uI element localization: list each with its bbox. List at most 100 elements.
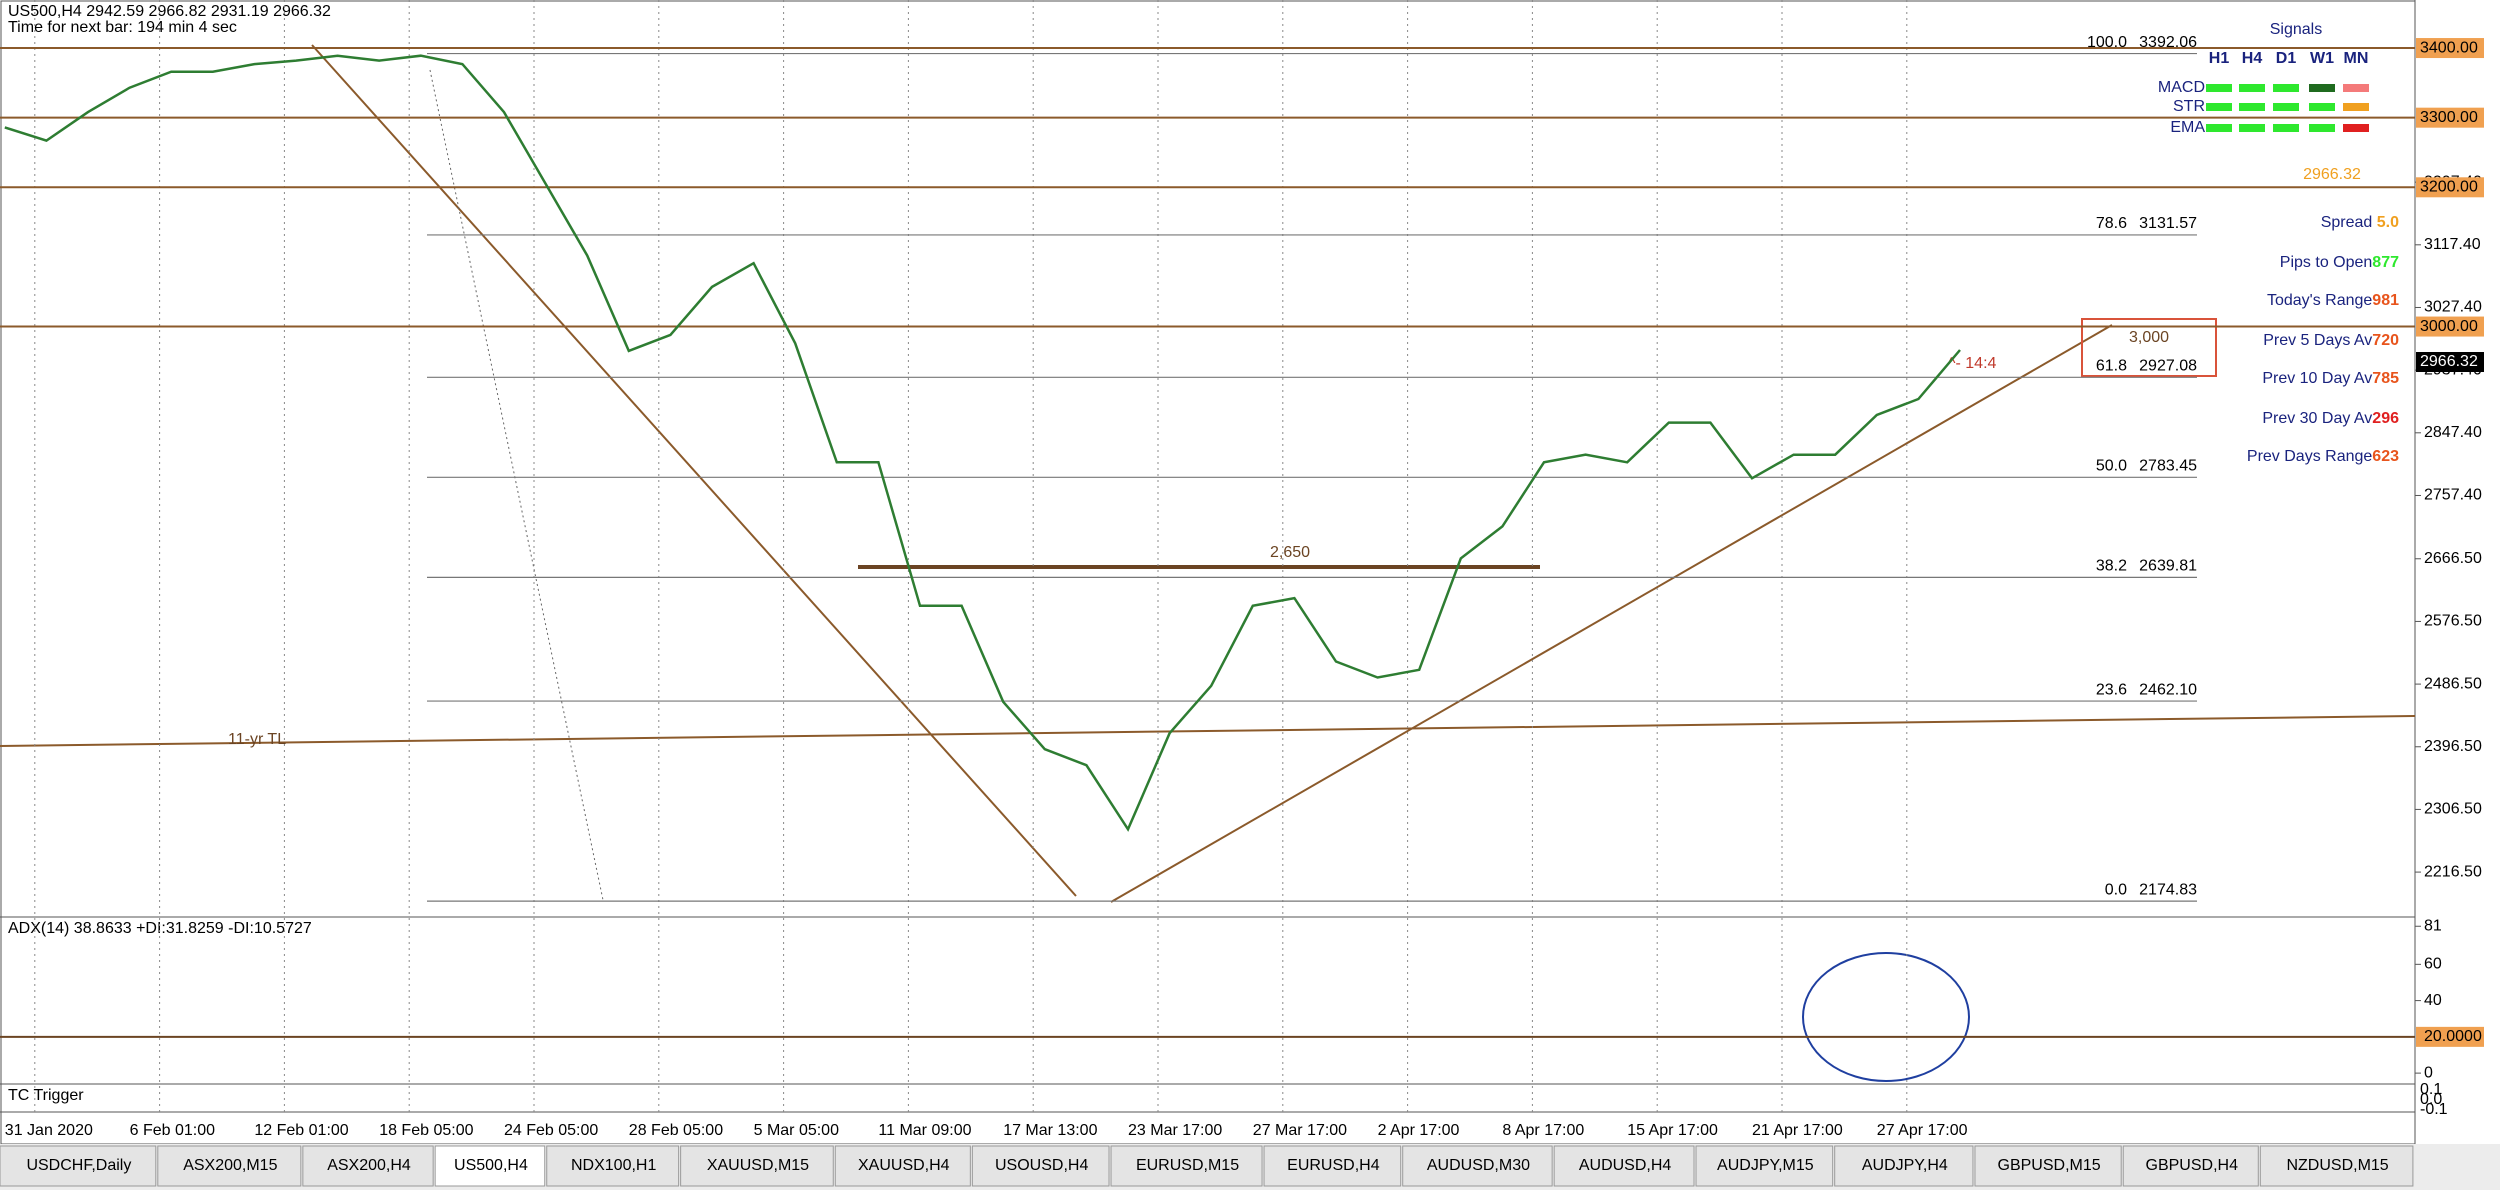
x-tick-label: 12 Feb 01:00 [254, 1122, 348, 1139]
x-tick-label: 2 Apr 17:00 [1378, 1122, 1460, 1139]
signal-box [2309, 124, 2335, 132]
y-tick-label: 40 [2424, 992, 2442, 1009]
tab-label[interactable]: NDX100,H1 [571, 1157, 656, 1174]
stat-value: 785 [2372, 370, 2399, 387]
y-tick-label: 2216.50 [2424, 863, 2482, 880]
level-box [2416, 38, 2484, 59]
tab-label[interactable]: GBPUSD,M15 [1998, 1157, 2101, 1174]
trendline [1110, 324, 2113, 903]
tab-label[interactable]: ASX200,M15 [183, 1157, 277, 1174]
tab[interactable] [834, 1145, 971, 1187]
signal-box [2273, 84, 2299, 92]
y-tick-label: 81 [2424, 917, 2442, 934]
tc-tick: 0.0 [2420, 1091, 2442, 1108]
tab-label[interactable]: ASX200,H4 [327, 1157, 411, 1174]
stat-value: 296 [2372, 410, 2399, 427]
tab-label[interactable]: AUDUSD,M30 [1427, 1157, 1530, 1174]
tab-label[interactable]: NZDUSD,M15 [2286, 1157, 2388, 1174]
tab[interactable] [302, 1145, 434, 1187]
y-tick-label: 2847.40 [2424, 424, 2482, 441]
stat-value: 877 [2372, 254, 2399, 271]
tc-tick: -0.1 [2420, 1101, 2448, 1118]
current-price-box [2416, 352, 2484, 373]
tab[interactable] [1834, 1145, 1974, 1187]
signal-box [2343, 84, 2369, 92]
fib-price: 2174.83 [2139, 881, 2197, 898]
tab[interactable] [0, 1145, 157, 1187]
signal-box [2343, 103, 2369, 111]
tab-label[interactable]: XAUUSD,M15 [707, 1157, 809, 1174]
y-tick-label: 2576.50 [2424, 613, 2482, 630]
x-tick-label: 24 Feb 05:00 [504, 1122, 598, 1139]
tab[interactable] [2122, 1145, 2259, 1187]
tab[interactable] [546, 1145, 680, 1187]
signals-title: Signals [2270, 21, 2322, 38]
signal-row: EMA [2170, 119, 2205, 136]
signal-row: STR [2173, 98, 2205, 115]
stat-row: Spread 5.0 [2321, 214, 2399, 231]
tab[interactable] [2259, 1145, 2414, 1187]
tab[interactable] [1974, 1145, 2122, 1187]
tab-label[interactable]: XAUUSD,H4 [858, 1157, 950, 1174]
signal-box [2206, 103, 2232, 111]
signal-column: H4 [2242, 50, 2263, 67]
tab[interactable] [1263, 1145, 1402, 1187]
tc-title: TC Trigger [8, 1087, 84, 1104]
fib-level: 38.2 [2096, 558, 2127, 575]
y-tick-label: 3027.40 [2424, 299, 2482, 316]
signal-box [2309, 84, 2335, 92]
stat-row: Prev 10 Day Av785 [2262, 370, 2399, 387]
level-label: 3400.00 [2420, 39, 2478, 56]
stat-value: 623 [2372, 448, 2399, 465]
x-tick-label: 8 Apr 17:00 [1502, 1122, 1584, 1139]
stat-label: Prev 10 Day Av [2262, 370, 2372, 387]
tab[interactable] [1553, 1145, 1695, 1187]
tab[interactable] [971, 1145, 1110, 1187]
y-tick-label: 2666.50 [2424, 550, 2482, 567]
tab[interactable] [1402, 1145, 1553, 1187]
x-tick-label: 27 Apr 17:00 [1877, 1122, 1968, 1139]
stat-label: Pips to Open [2280, 254, 2373, 271]
signal-column: W1 [2310, 50, 2334, 67]
level-label: 3300.00 [2420, 109, 2478, 126]
tab[interactable] [157, 1145, 302, 1187]
fib-price: 3392.06 [2139, 34, 2197, 51]
fib-price: 2783.45 [2139, 458, 2197, 475]
x-tick-label: 21 Apr 17:00 [1752, 1122, 1843, 1139]
x-tick-label: 28 Feb 05:00 [629, 1122, 723, 1139]
signal-box [2273, 124, 2299, 132]
tab[interactable] [1695, 1145, 1834, 1187]
y-tick-label: 0 [2424, 1064, 2433, 1081]
tc-tick: 0.1 [2420, 1081, 2442, 1098]
stat-label: Prev 30 Day Av [2262, 410, 2372, 427]
tab-label[interactable]: US500,H4 [454, 1157, 528, 1174]
tab-label[interactable]: AUDUSD,H4 [1579, 1157, 1672, 1174]
trendline [429, 69, 604, 901]
tab-label[interactable]: USOUSD,H4 [995, 1157, 1088, 1174]
level-box [2416, 107, 2484, 128]
trendline [0, 715, 2416, 747]
y-tick-label: 2306.50 [2424, 801, 2482, 818]
tab-label[interactable]: EURUSD,M15 [1136, 1157, 1239, 1174]
signal-column: MN [2344, 50, 2369, 67]
x-tick-label: 5 Mar 05:00 [754, 1122, 839, 1139]
x-tick-label: 11 Mar 09:00 [878, 1122, 971, 1139]
level-box [2416, 316, 2484, 337]
tab-label[interactable]: USDCHF,Daily [26, 1157, 131, 1174]
tab-label[interactable]: AUDJPY,H4 [1862, 1157, 1948, 1174]
tab[interactable] [434, 1145, 546, 1187]
tab-label[interactable]: EURUSD,H4 [1287, 1157, 1380, 1174]
stat-row: Prev 5 Days Av720 [2263, 332, 2399, 349]
tab[interactable] [680, 1145, 834, 1187]
fib-price: 2927.08 [2139, 358, 2197, 375]
level-label: 3000.00 [2420, 318, 2478, 335]
tab-label[interactable]: AUDJPY,M15 [1717, 1157, 1814, 1174]
tab-label[interactable]: GBPUSD,H4 [2146, 1157, 2239, 1174]
level-box [2416, 1026, 2484, 1047]
tab[interactable] [1110, 1145, 1263, 1187]
annotation: 2,650 [1270, 544, 1310, 561]
fib-price: 3131.57 [2139, 215, 2197, 232]
y-tick-label: 2757.40 [2424, 487, 2482, 504]
annotation: ^- 14:4 [1948, 355, 1997, 372]
